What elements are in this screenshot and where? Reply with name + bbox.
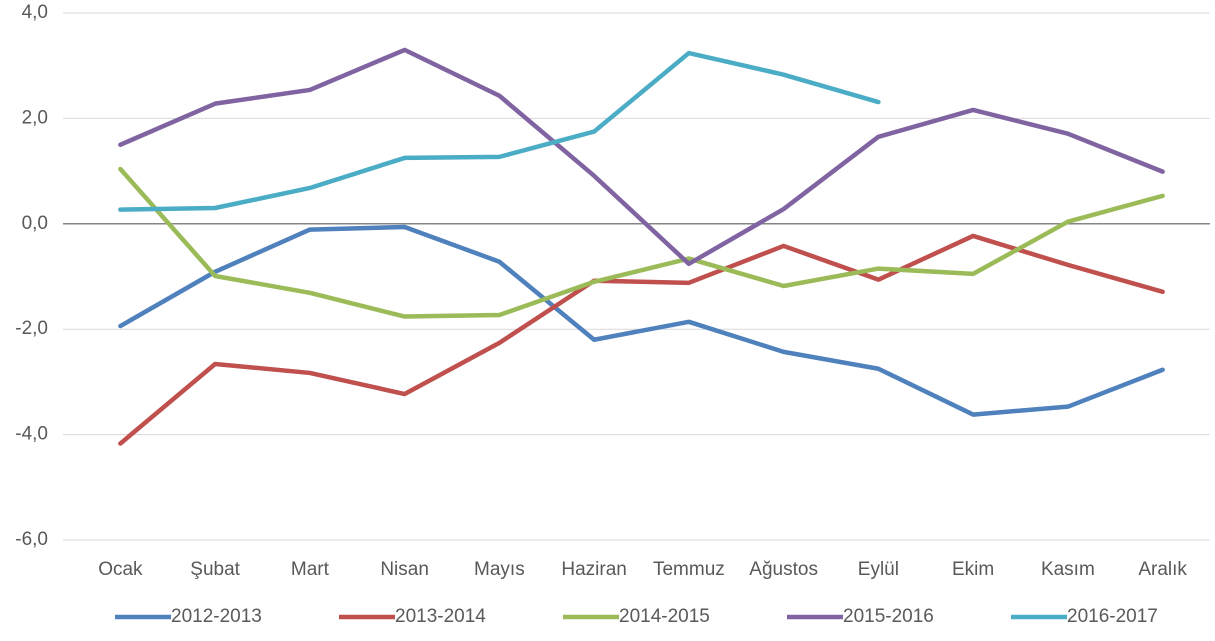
x-tick-label: Kasım xyxy=(1041,559,1095,580)
y-tick-label: 0,0 xyxy=(22,213,48,234)
legend-label: 2013-2014 xyxy=(395,606,486,627)
legend-label: 2012-2013 xyxy=(171,606,262,627)
x-tick-label: Temmuz xyxy=(653,559,725,580)
y-tick-label: -6,0 xyxy=(15,529,48,550)
x-tick-label: Haziran xyxy=(561,559,626,580)
x-tick-label: Eylül xyxy=(858,559,899,580)
y-tick-label: -4,0 xyxy=(15,424,48,445)
series-line xyxy=(118,50,881,212)
y-tick-label: 2,0 xyxy=(22,107,48,128)
series-line xyxy=(118,224,1165,417)
y-tick-label: -2,0 xyxy=(15,318,48,339)
series-line xyxy=(118,166,1165,319)
x-tick-label: Mart xyxy=(291,559,330,580)
x-tick-label: Ocak xyxy=(98,559,143,580)
y-tick-label: 4,0 xyxy=(22,2,48,23)
x-tick-label: Nisan xyxy=(380,559,429,580)
legend-label: 2016-2017 xyxy=(1067,606,1158,627)
series-line xyxy=(118,233,1165,446)
x-tick-label: Ekim xyxy=(952,559,994,580)
x-tick-label: Şubat xyxy=(190,559,240,580)
x-tick-label: Aralık xyxy=(1138,559,1187,580)
x-tick-label: Ağustos xyxy=(749,559,818,580)
legend-label: 2014-2015 xyxy=(619,606,710,627)
series-line xyxy=(118,47,1165,267)
legend-label: 2015-2016 xyxy=(843,606,934,627)
x-tick-label: Mayıs xyxy=(474,559,525,580)
